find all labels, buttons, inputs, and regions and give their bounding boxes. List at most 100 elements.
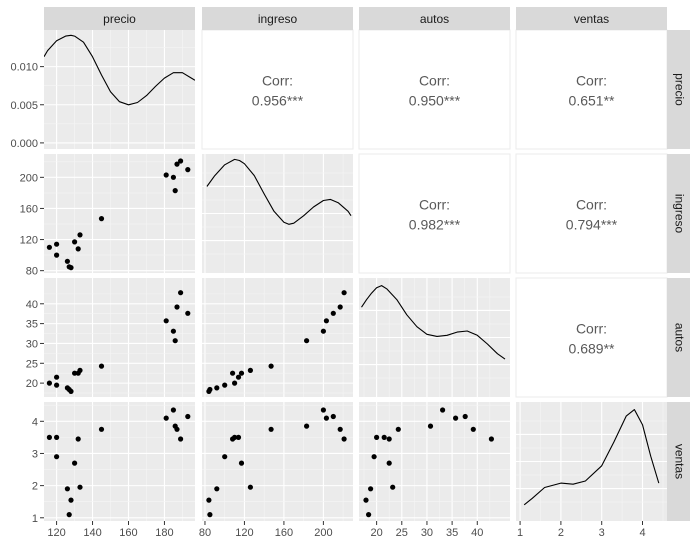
- strip-right-precio: [667, 30, 690, 149]
- point-autos-ingreso-6: [238, 370, 245, 376]
- point-autos-precio-15: [185, 310, 191, 316]
- point-ingreso-precio-0: [46, 244, 53, 250]
- x-tick-label: 120: [47, 527, 65, 539]
- point-ventas-precio-15: [185, 413, 191, 420]
- point-ingreso-precio-15: [185, 167, 191, 173]
- point-ventas-autos-2: [381, 434, 387, 440]
- point-autos-precio-5: [68, 388, 74, 394]
- point-ingreso-precio-8: [77, 232, 83, 238]
- point-autos-precio-8: [77, 367, 83, 373]
- corr-value: 0.982***: [409, 217, 461, 233]
- point-ventas-autos-14: [488, 436, 494, 442]
- y-tick-label: 0.000: [10, 138, 38, 150]
- panel-autos-ingreso: [202, 278, 353, 397]
- point-ventas-precio-8: [77, 484, 83, 490]
- x-tick-label: 2: [558, 527, 564, 539]
- panel-ventas-precio: [44, 402, 195, 521]
- point-ventas-autos-11: [440, 407, 446, 413]
- point-ventas-precio-14: [178, 436, 184, 442]
- point-ventas-autos-5: [363, 497, 369, 503]
- point-ventas-ingreso-2: [235, 434, 242, 440]
- point-ingreso-precio-9: [98, 216, 105, 222]
- point-ventas-precio-9: [98, 426, 105, 432]
- panel-bg: [44, 154, 195, 273]
- point-autos-ingreso-2: [235, 374, 242, 380]
- point-autos-precio-1: [54, 382, 60, 388]
- point-autos-precio-0: [46, 380, 53, 386]
- point-ventas-ingreso-8: [247, 484, 253, 490]
- x-tick-label: 80: [199, 527, 211, 539]
- point-ventas-ingreso-4: [207, 511, 213, 518]
- density-curve-precio: [44, 34, 195, 106]
- point-ingreso-precio-12: [172, 188, 178, 194]
- point-autos-precio-2: [54, 374, 60, 380]
- strip-right-label-ingreso: ingreso: [672, 194, 686, 234]
- corr-label: Corr:: [262, 73, 293, 89]
- y-tick-label: 160: [20, 203, 38, 215]
- point-ventas-ingreso-3: [214, 486, 220, 492]
- point-ventas-autos-10: [453, 415, 459, 421]
- density-curve-autos: [361, 285, 506, 360]
- point-ventas-ingreso-10: [323, 415, 329, 421]
- point-ventas-autos-8: [390, 484, 396, 490]
- point-ventas-precio-0: [46, 434, 53, 440]
- point-autos-precio-12: [172, 338, 178, 344]
- corr-panel-bg: [358, 29, 511, 150]
- x-tick-label: 140: [83, 527, 101, 539]
- point-ingreso-precio-2: [54, 241, 60, 247]
- point-ingreso-precio-5: [68, 265, 74, 271]
- panel-ingreso-precio: [44, 154, 195, 273]
- corr-label: Corr:: [419, 73, 450, 89]
- strip-right-label-autos: autos: [672, 323, 686, 352]
- point-ingreso-precio-13: [174, 161, 180, 167]
- x-tick-label: 4: [639, 527, 645, 539]
- corr-value: 0.956***: [252, 93, 304, 109]
- corr-panel-bg: [201, 29, 354, 150]
- y-tick-label: 0.005: [10, 100, 38, 112]
- y-tick-label: 1: [32, 513, 38, 525]
- panel-ingreso-autos: Corr: 0.982***: [358, 153, 511, 274]
- point-ventas-autos-4: [366, 511, 372, 518]
- point-ventas-precio-2: [54, 434, 60, 440]
- point-ventas-autos-6: [386, 460, 392, 466]
- point-ventas-precio-11: [170, 407, 176, 413]
- corr-label: Corr:: [576, 197, 607, 213]
- point-ventas-precio-6: [72, 460, 78, 466]
- point-autos-ingreso-12: [304, 338, 310, 344]
- y-tick-label: 30: [26, 338, 38, 350]
- corr-label: Corr:: [576, 321, 607, 337]
- point-autos-ingreso-15: [330, 310, 336, 316]
- point-ventas-autos-12: [427, 423, 434, 429]
- panel-bg: [44, 402, 195, 521]
- point-ventas-autos-0: [374, 434, 380, 440]
- strip-top-label-autos: autos: [420, 12, 449, 26]
- y-tick-label: 4: [32, 416, 38, 428]
- point-autos-ingreso-9: [268, 363, 274, 369]
- x-tick-label: 160: [275, 527, 293, 539]
- point-autos-precio-11: [170, 328, 176, 334]
- corr-label: Corr:: [576, 73, 607, 89]
- point-autos-ingreso-8: [247, 367, 253, 373]
- y-tick-label: 0.010: [10, 62, 38, 74]
- point-ventas-ingreso-12: [304, 423, 310, 429]
- strip-top-ingreso: [202, 7, 353, 30]
- panel-ingreso-ventas: Corr: 0.794***: [515, 153, 668, 274]
- x-tick-label: 3: [599, 527, 605, 539]
- axes-layer: 0.0000.0050.0108012016020020253035401234…: [10, 62, 645, 539]
- point-autos-ingreso-11: [320, 328, 326, 334]
- point-autos-ingreso-1: [222, 382, 228, 388]
- panel-bg: [44, 30, 195, 149]
- x-tick-label: 160: [119, 527, 137, 539]
- corr-panel-bg: [515, 29, 668, 150]
- corr-value: 0.794***: [566, 217, 618, 233]
- point-ventas-autos-7: [386, 436, 392, 442]
- x-tick-label: 120: [235, 527, 253, 539]
- point-autos-precio-10: [163, 318, 169, 324]
- x-tick-label: 20: [370, 527, 382, 539]
- strip-top-label-precio: precio: [103, 12, 136, 26]
- point-autos-ingreso-13: [337, 304, 343, 310]
- x-tick-label: 40: [471, 527, 483, 539]
- point-ventas-ingreso-14: [341, 436, 347, 442]
- x-tick-label: 30: [421, 527, 433, 539]
